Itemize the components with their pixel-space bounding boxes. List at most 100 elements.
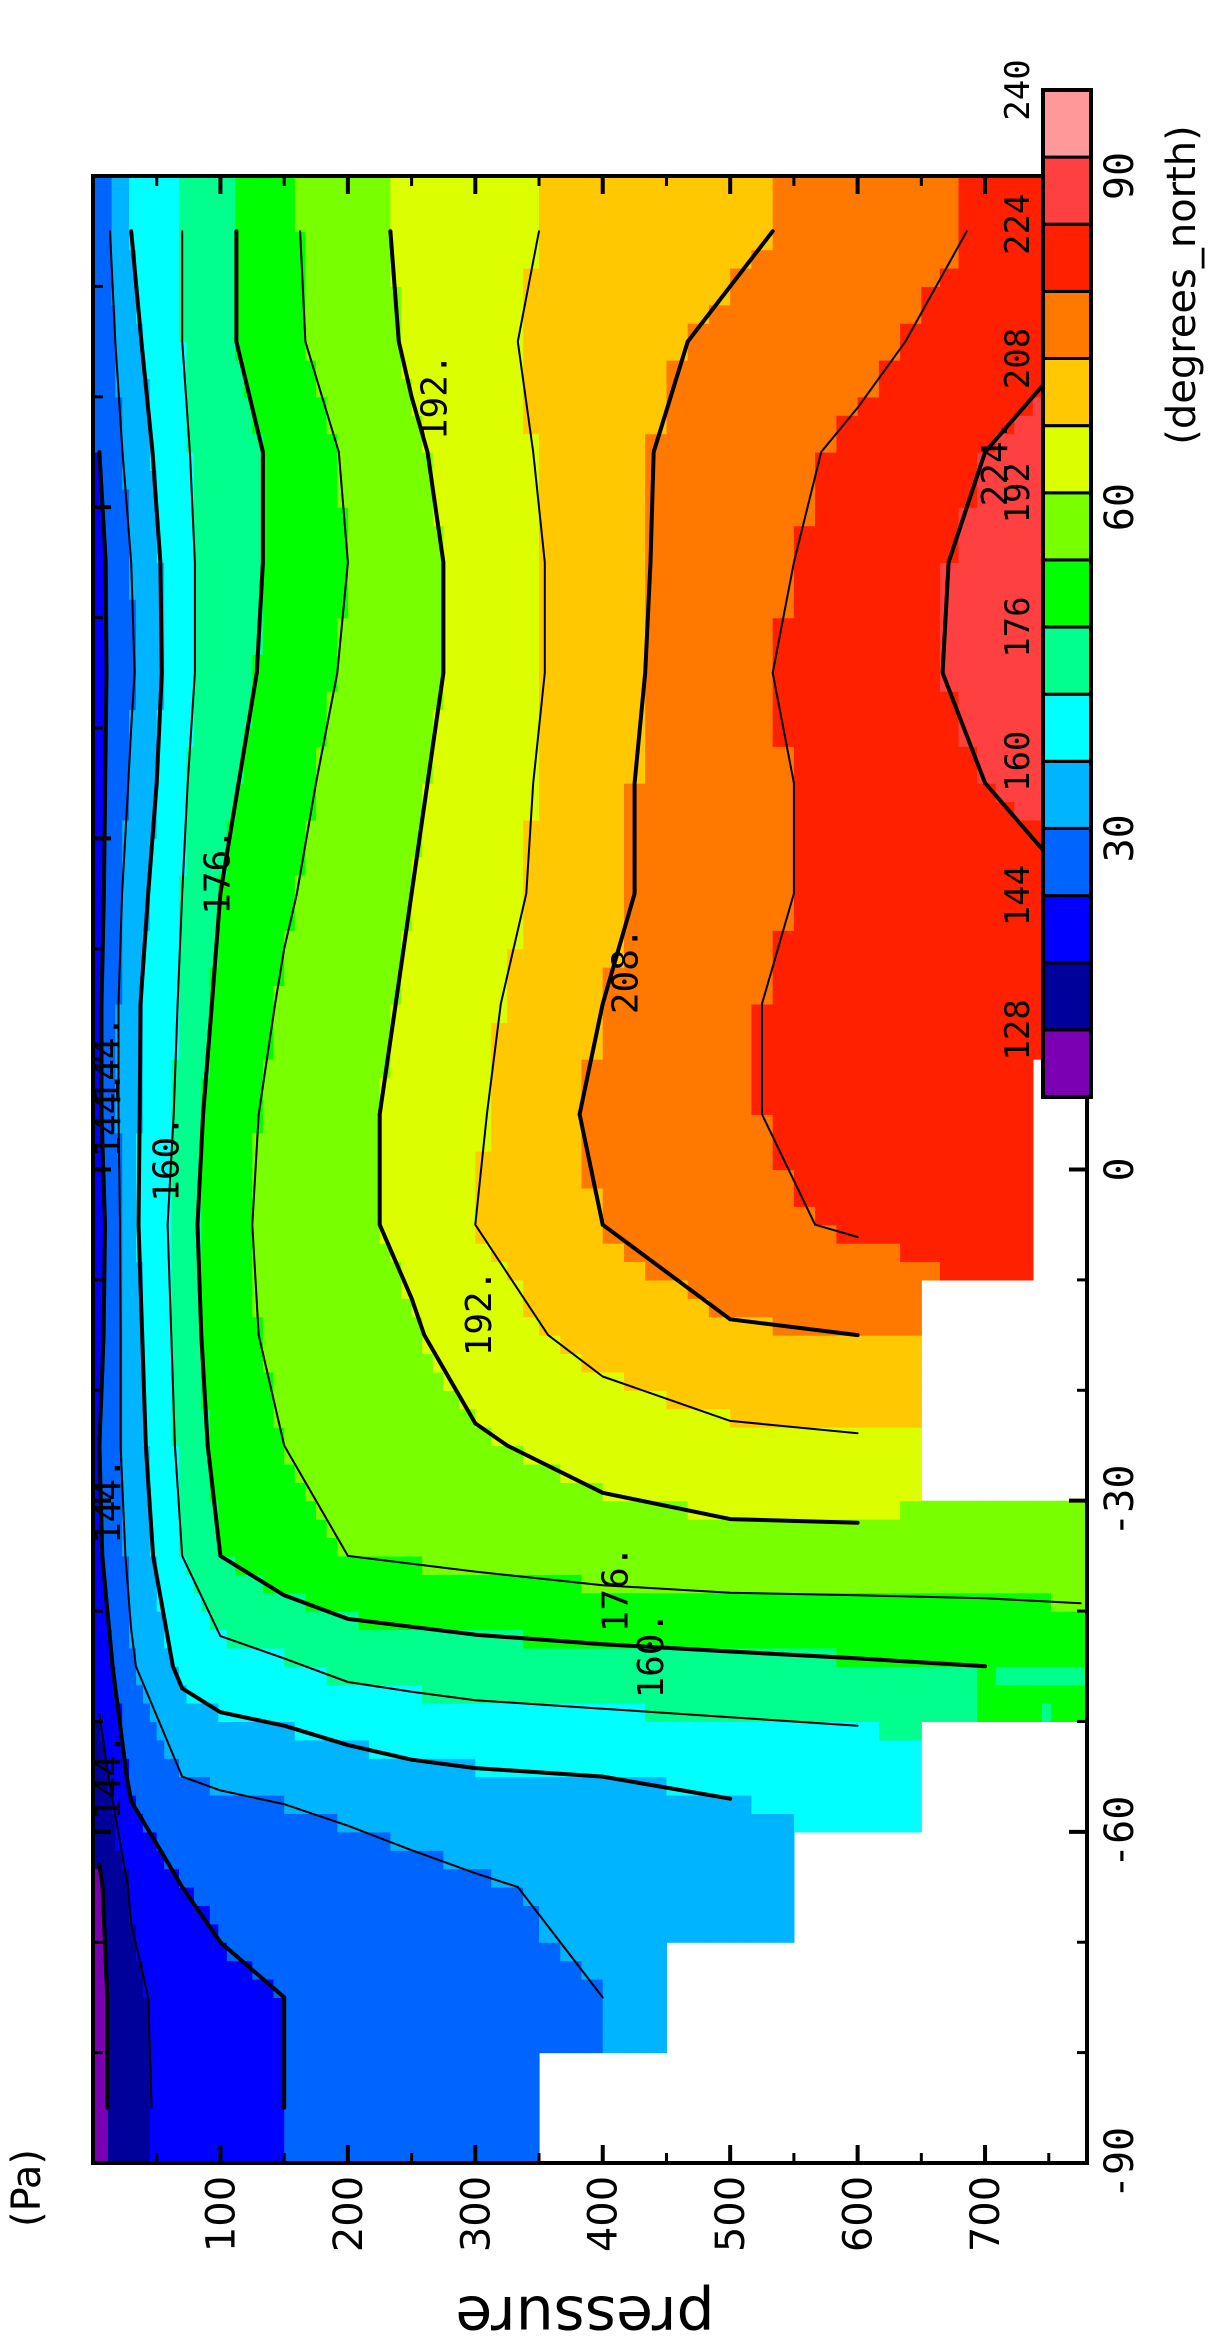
- field-cell: [193, 488, 202, 508]
- field-cell: [422, 286, 434, 306]
- field-cell: [491, 2015, 508, 2035]
- field-cell: [432, 893, 444, 913]
- field-cell: [411, 1335, 423, 1355]
- field-cell: [491, 1537, 508, 1557]
- field-cell: [337, 967, 349, 987]
- field-cell: [326, 507, 338, 527]
- field-cell: [443, 1887, 460, 1906]
- field-cell: [252, 1758, 264, 1778]
- field-cell: [93, 1371, 98, 1391]
- field-cell: [107, 2089, 113, 2109]
- field-cell: [218, 801, 228, 821]
- field-cell: [186, 396, 195, 416]
- field-cell: [142, 1555, 151, 1575]
- field-cell: [193, 1868, 202, 1888]
- field-cell: [136, 599, 144, 619]
- field-cell: [252, 1077, 264, 1097]
- field-cell: [164, 636, 173, 655]
- field-cell: [443, 1114, 460, 1134]
- field-cell: [507, 838, 524, 858]
- field-cell: [129, 1831, 137, 1851]
- field-cell: [358, 1022, 370, 1042]
- field-cell: [459, 1003, 476, 1023]
- field-cell: [93, 636, 98, 655]
- field-cell: [142, 875, 151, 895]
- field-cell: [218, 1095, 228, 1115]
- field-cell: [273, 1243, 285, 1263]
- field-cell: [523, 1279, 540, 1299]
- field-cell: [149, 1574, 158, 1594]
- field-cell: [459, 930, 476, 950]
- field-cell: [316, 1721, 328, 1741]
- field-cell: [111, 1942, 116, 1962]
- field-cell: [273, 1795, 285, 1814]
- field-cell: [226, 2089, 236, 2109]
- field-cell: [111, 1703, 116, 1722]
- field-cell: [235, 1629, 245, 1649]
- field-cell: [179, 1905, 187, 1925]
- field-cell: [422, 617, 434, 637]
- field-cell: [218, 1427, 228, 1447]
- field-cell: [326, 360, 338, 379]
- field-cell: [243, 1887, 253, 1906]
- field-cell: [107, 691, 113, 711]
- field-cell: [326, 1279, 338, 1299]
- field-cell: [164, 893, 173, 913]
- field-cell: [347, 1887, 360, 1906]
- field-cell: [459, 801, 476, 821]
- field-cell: [100, 1960, 105, 1980]
- field-cell: [347, 194, 360, 214]
- field-cell: [107, 654, 113, 674]
- field-cell: [136, 2107, 144, 2127]
- field-cell: [171, 360, 180, 379]
- field-cell: [369, 2089, 381, 2109]
- field-cell: [347, 691, 360, 711]
- field-cell: [156, 985, 165, 1005]
- field-cell: [93, 2034, 98, 2054]
- field-cell: [122, 1224, 130, 1244]
- field-cell: [156, 1335, 165, 1355]
- field-cell: [326, 1923, 338, 1943]
- field-cell: [507, 875, 524, 895]
- field-cell: [507, 1077, 524, 1097]
- field-cell: [115, 1887, 123, 1906]
- field-cell: [432, 1390, 444, 1410]
- field-cell: [369, 396, 381, 416]
- field-cell: [284, 1003, 296, 1023]
- field-cell: [358, 1132, 370, 1152]
- field-cell: [284, 304, 296, 324]
- field-cell: [201, 930, 211, 950]
- field-cell: [171, 488, 180, 508]
- field-cell: [209, 341, 219, 361]
- field-cell: [507, 1537, 524, 1557]
- field-cell: [111, 691, 116, 711]
- field-cell: [379, 911, 391, 931]
- field-cell: [129, 1427, 137, 1447]
- field-cell: [369, 654, 381, 674]
- field-cell: [358, 1555, 370, 1575]
- field-cell: [226, 636, 236, 655]
- field-cell: [209, 2144, 219, 2163]
- field-cell: [369, 856, 381, 876]
- field-cell: [107, 452, 113, 471]
- field-cell: [369, 1703, 381, 1722]
- field-cell: [262, 709, 275, 729]
- field-cell: [326, 1960, 338, 1980]
- field-cell: [262, 1003, 275, 1023]
- field-cell: [164, 599, 173, 619]
- field-cell: [273, 1684, 285, 1704]
- field-cell: [122, 1611, 130, 1631]
- field-cell: [122, 1776, 130, 1796]
- field-cell: [226, 1445, 236, 1465]
- field-cell: [100, 396, 105, 416]
- field-cell: [379, 764, 391, 784]
- field-cell: [122, 654, 130, 674]
- field-cell: [226, 599, 236, 619]
- field-cell: [284, 2126, 296, 2146]
- field-cell: [149, 1923, 158, 1943]
- field-cell: [475, 1997, 492, 2017]
- field-cell: [390, 1979, 402, 1998]
- field-cell: [305, 911, 317, 931]
- field-cell: [226, 875, 236, 895]
- field-cell: [209, 1132, 219, 1152]
